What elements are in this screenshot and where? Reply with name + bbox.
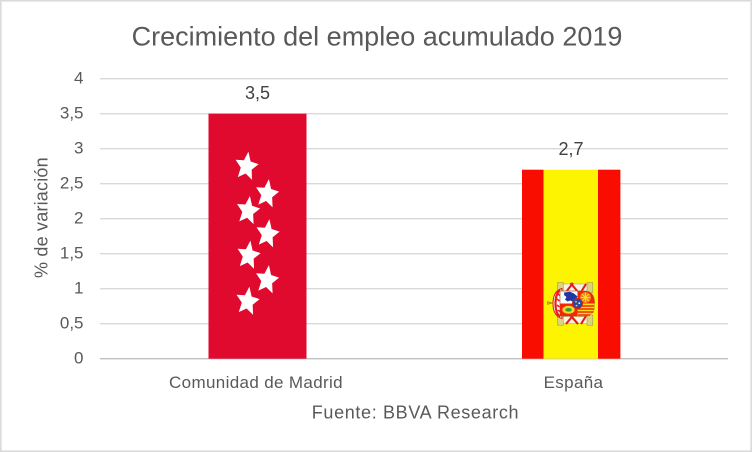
svg-text:0,5: 0,5 bbox=[60, 313, 84, 332]
svg-text:2,5: 2,5 bbox=[60, 173, 84, 192]
svg-text:Crecimiento del empleo acumula: Crecimiento del empleo acumulado 2019 bbox=[132, 22, 623, 52]
svg-text:2: 2 bbox=[74, 208, 83, 227]
svg-text:2,7: 2,7 bbox=[558, 139, 583, 159]
svg-text:1: 1 bbox=[74, 278, 83, 297]
svg-text:0: 0 bbox=[74, 348, 83, 367]
svg-text:% de variación: % de variación bbox=[31, 157, 51, 278]
svg-text:4: 4 bbox=[74, 68, 83, 87]
svg-text:1,5: 1,5 bbox=[60, 243, 84, 262]
svg-text:3,5: 3,5 bbox=[245, 83, 270, 103]
svg-text:Comunidad de Madrid: Comunidad de Madrid bbox=[169, 373, 343, 392]
svg-text:España: España bbox=[544, 373, 604, 392]
svg-text:Fuente: BBVA Research: Fuente: BBVA Research bbox=[312, 403, 519, 423]
svg-text:3,5: 3,5 bbox=[60, 103, 84, 122]
svg-text:3: 3 bbox=[74, 138, 83, 157]
